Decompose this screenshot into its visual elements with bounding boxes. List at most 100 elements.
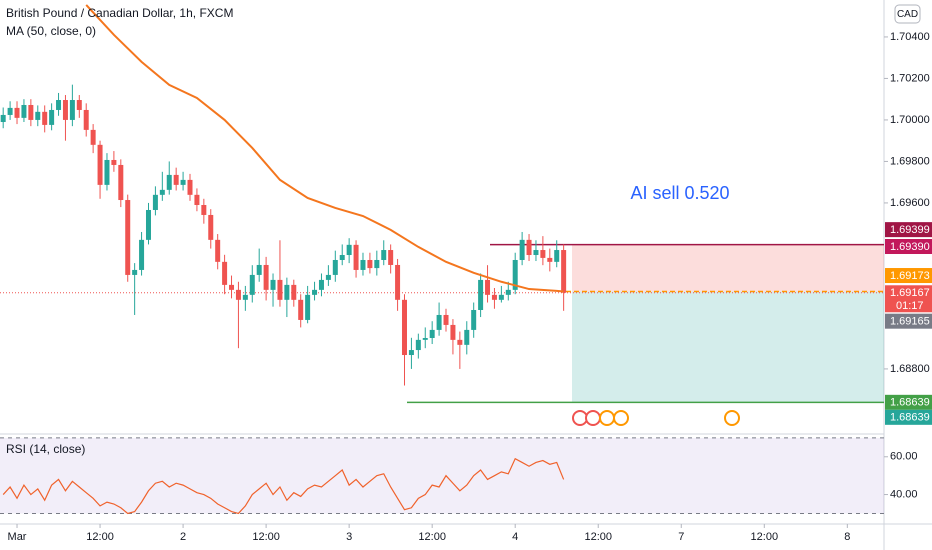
candle-body bbox=[401, 299, 407, 356]
candle-body bbox=[519, 239, 525, 260]
candle-body bbox=[201, 205, 207, 215]
ma-legend: MA (50, close, 0) bbox=[6, 24, 96, 38]
candle-body bbox=[222, 261, 228, 285]
candle-body bbox=[62, 100, 68, 120]
x-tick-label: 12:00 bbox=[751, 531, 779, 543]
candle-body bbox=[436, 314, 442, 330]
candle-body bbox=[21, 104, 27, 118]
candle-body bbox=[478, 279, 484, 310]
candle-body bbox=[49, 109, 55, 125]
event-icons bbox=[572, 410, 740, 426]
y-tick-label: 1.69800 bbox=[890, 155, 930, 167]
reward-zone bbox=[572, 291, 884, 403]
candle-body bbox=[374, 259, 380, 269]
candle-body bbox=[0, 114, 6, 123]
candle-body bbox=[14, 107, 20, 118]
candle-body bbox=[145, 209, 151, 240]
candle-body bbox=[132, 269, 138, 275]
countdown-tag bbox=[885, 299, 932, 313]
candle-body bbox=[491, 294, 497, 300]
candle-body bbox=[229, 284, 235, 290]
rsi-title: RSI (14, close) bbox=[6, 442, 85, 456]
candle-body bbox=[554, 250, 560, 262]
candle-body bbox=[512, 259, 518, 290]
price-tag bbox=[885, 239, 932, 255]
candle-body bbox=[471, 309, 477, 330]
candle-body bbox=[533, 250, 539, 256]
candle-body bbox=[270, 279, 276, 290]
candle-body bbox=[104, 159, 110, 185]
candle-body bbox=[35, 111, 41, 120]
x-tick-label: 12:00 bbox=[86, 531, 114, 543]
event-icon bbox=[585, 410, 601, 426]
candle-body bbox=[256, 264, 262, 275]
candle-body bbox=[346, 244, 352, 256]
candle-body bbox=[367, 259, 373, 269]
event-icon bbox=[599, 410, 615, 426]
price-tag-label: 1.68639 bbox=[890, 412, 930, 424]
price-tag-label: 1.68639 bbox=[890, 397, 930, 409]
y-tick-label: 1.70200 bbox=[890, 72, 930, 84]
candle-body bbox=[159, 189, 165, 195]
price-tag-label: 1.69173 bbox=[890, 270, 930, 282]
candle-body bbox=[173, 174, 179, 185]
candle-body bbox=[7, 107, 13, 115]
x-tick-label: 7 bbox=[678, 531, 684, 543]
candle-body bbox=[388, 250, 394, 265]
candle-body bbox=[429, 329, 435, 339]
candle-body bbox=[284, 284, 290, 300]
candle-body bbox=[485, 279, 491, 295]
event-icon bbox=[613, 410, 629, 426]
event-icon bbox=[724, 410, 740, 426]
y-tick-label: 1.70400 bbox=[890, 31, 930, 43]
candle-body bbox=[526, 239, 532, 256]
candle-body bbox=[180, 179, 186, 185]
risk-zone bbox=[572, 244, 884, 292]
candle-body bbox=[139, 239, 145, 270]
x-tick-label: 8 bbox=[844, 531, 850, 543]
candle-body bbox=[215, 239, 221, 262]
candle-body bbox=[505, 289, 511, 295]
candle-body bbox=[42, 111, 48, 125]
candle-body bbox=[457, 339, 463, 345]
candle-body bbox=[464, 329, 470, 345]
x-tick-label: 12:00 bbox=[584, 531, 612, 543]
candle-body bbox=[408, 350, 414, 356]
plot-layer: 1.70400 1.70200 1.70000 1.69800 1.69600 1.688… bbox=[0, 4, 932, 543]
candle-body bbox=[208, 214, 214, 240]
candle-body bbox=[187, 179, 193, 195]
candle-body bbox=[90, 129, 96, 145]
price-tag bbox=[885, 394, 932, 410]
chart-title: British Pound / Canadian Dollar, 1h, FXC… bbox=[6, 6, 233, 20]
candle-body bbox=[339, 255, 345, 260]
annotation: AI sell 0.520 bbox=[630, 183, 729, 203]
candle-body bbox=[166, 174, 172, 190]
currency-label: CAD bbox=[897, 9, 918, 20]
candle-body bbox=[83, 109, 89, 130]
candle-body bbox=[547, 257, 553, 262]
candle-body bbox=[263, 264, 269, 290]
x-tick-label: 3 bbox=[346, 531, 352, 543]
price-tag bbox=[885, 313, 932, 329]
price-tag-label: 1.69165 bbox=[890, 316, 930, 328]
candle-body bbox=[118, 164, 124, 201]
candle-body bbox=[312, 289, 318, 295]
y-tick-label: 1.69600 bbox=[890, 197, 930, 209]
candle-body bbox=[152, 194, 158, 210]
candle-body bbox=[422, 338, 428, 340]
currency-button[interactable] bbox=[894, 4, 921, 24]
x-tick-label: 12:00 bbox=[252, 531, 280, 543]
rsi-band bbox=[0, 437, 884, 514]
candle-body bbox=[277, 279, 283, 300]
x-tick-label: 12:00 bbox=[418, 531, 446, 543]
price-tag bbox=[885, 268, 932, 284]
candle-body bbox=[242, 294, 248, 300]
candle-body bbox=[69, 100, 75, 120]
y-tick-label: 1.68800 bbox=[890, 363, 930, 375]
candle-body bbox=[291, 284, 297, 300]
price-tag bbox=[885, 222, 932, 238]
candle-body bbox=[56, 100, 62, 110]
price-tag-label: 1.69390 bbox=[890, 241, 930, 253]
